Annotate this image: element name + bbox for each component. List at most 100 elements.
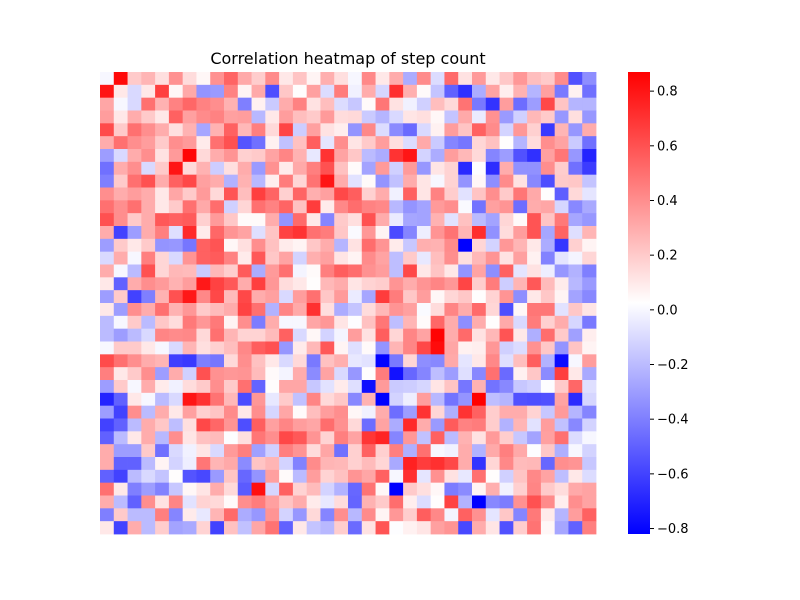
heatmap-cell [306, 354, 321, 368]
heatmap-cell [127, 226, 142, 240]
heatmap-cell [348, 161, 363, 176]
heatmap-cell [416, 161, 432, 176]
heatmap-cell [155, 251, 170, 265]
heatmap-cell [320, 341, 335, 355]
heatmap-cell [458, 367, 473, 381]
heatmap-cell [499, 187, 514, 201]
heatmap-cell [485, 277, 500, 291]
heatmap-cell [113, 392, 128, 407]
heatmap-cell [389, 418, 404, 432]
heatmap-cell [279, 392, 294, 407]
heatmap-cell [485, 482, 500, 496]
heatmap-cell [155, 482, 170, 496]
heatmap-cell [554, 84, 569, 99]
heatmap-cell [113, 354, 128, 368]
heatmap-cell [513, 187, 528, 201]
heatmap-cell [279, 508, 294, 522]
heatmap-cell [485, 161, 500, 176]
heatmap-cell [182, 367, 197, 381]
heatmap-cell [334, 84, 349, 99]
heatmap-cell [458, 457, 473, 471]
heatmap-cell [196, 238, 211, 253]
heatmap-cell [485, 149, 500, 163]
heatmap-cell [444, 72, 459, 86]
heatmap-cell [444, 226, 459, 240]
heatmap-cell [292, 328, 308, 342]
heatmap-cell [168, 200, 184, 214]
heatmap-cell [292, 149, 308, 163]
colorbar-tick-label: 0.4 [657, 194, 678, 209]
heatmap-cell [168, 149, 184, 163]
heatmap-cell [389, 508, 404, 522]
heatmap-cell [224, 341, 239, 355]
heatmap-cell [416, 97, 432, 111]
heatmap-cell [444, 444, 459, 458]
heatmap-cell [499, 405, 514, 419]
heatmap-cell [320, 97, 335, 111]
heatmap-cell [100, 149, 115, 163]
heatmap-cell [527, 136, 542, 150]
heatmap-cell [361, 521, 376, 535]
heatmap-cell [472, 367, 487, 381]
heatmap-cell [348, 444, 363, 458]
heatmap-cell [485, 392, 500, 407]
heatmap-cell [182, 328, 197, 342]
heatmap-cell [540, 521, 556, 535]
heatmap-cell [499, 367, 514, 381]
heatmap-cell [416, 341, 432, 355]
heatmap-cell [306, 72, 321, 86]
heatmap-cell [320, 431, 335, 445]
heatmap-cell [554, 226, 569, 240]
heatmap-cell [168, 226, 184, 240]
heatmap-cell [375, 123, 390, 137]
heatmap-cell [361, 354, 376, 368]
heatmap-cell [458, 508, 473, 522]
heatmap-cell [210, 341, 225, 355]
heatmap-cell [540, 136, 556, 150]
heatmap-cell [527, 380, 542, 394]
heatmap-cell [361, 328, 376, 342]
heatmap-cell [485, 72, 500, 86]
heatmap-cell [292, 187, 308, 201]
heatmap-cell [458, 521, 473, 535]
heatmap-cell [155, 84, 170, 99]
heatmap-cell [582, 277, 597, 291]
heatmap-cell [251, 123, 266, 137]
heatmap-cell [568, 495, 583, 509]
heatmap-cell [113, 315, 128, 330]
heatmap-cell [306, 200, 321, 214]
heatmap-cell [141, 149, 156, 163]
heatmap-cell [348, 290, 363, 304]
heatmap-cell [403, 149, 418, 163]
heatmap-cell [100, 367, 115, 381]
heatmap-cell [554, 251, 569, 265]
heatmap-cell [265, 277, 280, 291]
heatmap-cell [237, 226, 252, 240]
heatmap-cell [361, 187, 376, 201]
heatmap-cell [100, 469, 115, 484]
heatmap-cell [430, 264, 445, 278]
heatmap-cell [320, 238, 335, 253]
heatmap-cell [540, 418, 556, 432]
heatmap-cell [334, 213, 349, 227]
heatmap-cell [430, 328, 445, 342]
heatmap-cell [499, 290, 514, 304]
heatmap-cell [375, 418, 390, 432]
heatmap-cell [472, 226, 487, 240]
heatmap-cell [416, 123, 432, 137]
heatmap-cell [568, 174, 583, 188]
heatmap-cell [320, 457, 335, 471]
heatmap-cell [416, 136, 432, 150]
heatmap-cell [292, 354, 308, 368]
heatmap-cell [485, 238, 500, 253]
heatmap-cell [348, 418, 363, 432]
heatmap-cell [127, 328, 142, 342]
heatmap-cell [100, 328, 115, 342]
heatmap-cell [265, 72, 280, 86]
heatmap-cell [224, 469, 239, 484]
heatmap-cell [513, 367, 528, 381]
heatmap-cell [265, 97, 280, 111]
heatmap-cell [554, 290, 569, 304]
heatmap-cell [485, 495, 500, 509]
heatmap-cell [237, 392, 252, 407]
